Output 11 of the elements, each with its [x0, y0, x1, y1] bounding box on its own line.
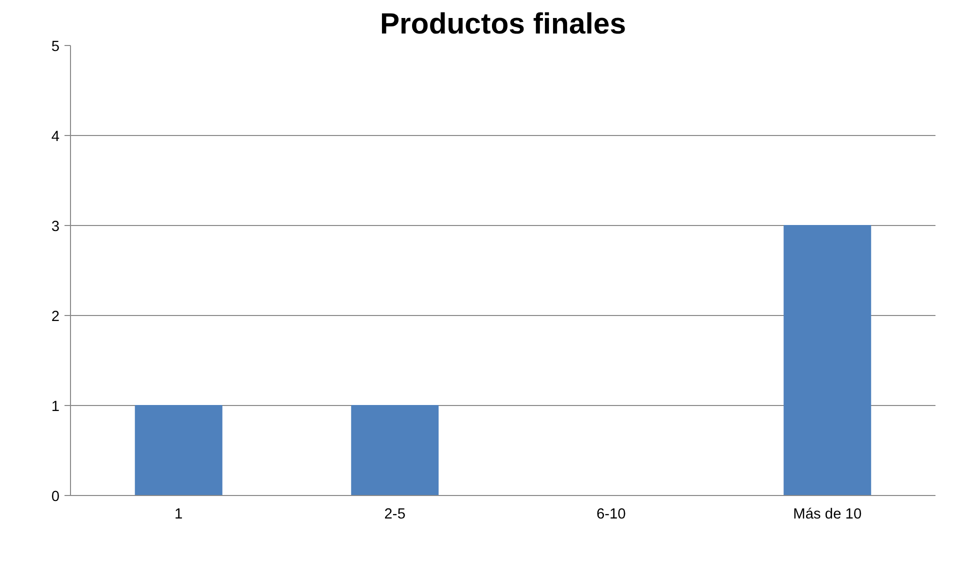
x-tick-label: Más de 10: [793, 506, 862, 522]
y-tick-label: 0: [51, 489, 60, 505]
chart-title: Productos finales: [380, 8, 626, 40]
y-tick-label: 1: [51, 399, 60, 415]
x-tick-label: 6-10: [596, 506, 626, 522]
y-tick-label: 3: [51, 219, 60, 235]
y-tick-label: 2: [51, 309, 60, 325]
x-tick-label: 2-5: [384, 506, 406, 522]
y-tick-label: 4: [51, 129, 60, 145]
y-tick-label: 5: [51, 39, 60, 55]
x-tick-label: 1: [174, 506, 183, 522]
